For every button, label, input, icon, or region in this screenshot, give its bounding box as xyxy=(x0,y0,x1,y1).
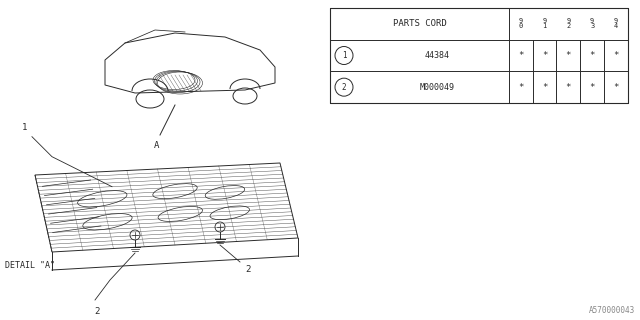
Text: PARTS CORD: PARTS CORD xyxy=(392,19,446,28)
Text: *: * xyxy=(589,51,595,60)
Text: *: * xyxy=(566,83,571,92)
Text: 1: 1 xyxy=(22,123,27,132)
Text: 2: 2 xyxy=(342,83,346,92)
Text: A: A xyxy=(154,141,160,150)
Text: 9
0: 9 0 xyxy=(518,18,523,29)
Text: *: * xyxy=(518,51,524,60)
Text: *: * xyxy=(518,83,524,92)
Text: *: * xyxy=(613,51,619,60)
Text: *: * xyxy=(613,83,619,92)
Text: 44384: 44384 xyxy=(425,51,450,60)
Text: 9
4: 9 4 xyxy=(614,18,618,29)
Text: *: * xyxy=(542,51,547,60)
Text: *: * xyxy=(566,51,571,60)
Text: DETAIL "A": DETAIL "A" xyxy=(5,260,55,269)
Text: 1: 1 xyxy=(342,51,346,60)
Text: 2: 2 xyxy=(245,265,250,274)
Text: *: * xyxy=(589,83,595,92)
Bar xyxy=(330,8,628,103)
Text: A570000043: A570000043 xyxy=(589,306,635,315)
Text: 9
3: 9 3 xyxy=(590,18,595,29)
Text: 9
1: 9 1 xyxy=(543,18,547,29)
Text: M000049: M000049 xyxy=(420,83,455,92)
Text: 9
2: 9 2 xyxy=(566,18,570,29)
Text: 2: 2 xyxy=(94,307,100,316)
Text: *: * xyxy=(542,83,547,92)
